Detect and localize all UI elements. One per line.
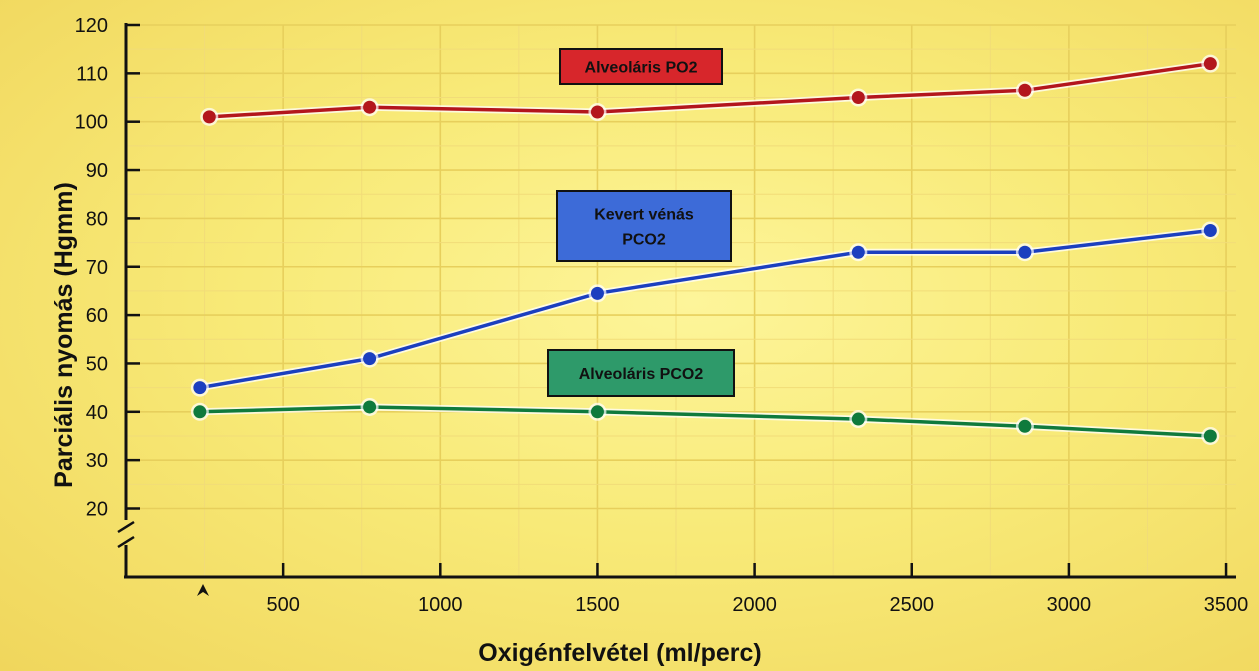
series-labels: Alveoláris PO2 Kevert vénás PCO2 Alveoláris… xyxy=(547,48,735,397)
y-tick-label: 30 xyxy=(86,450,108,472)
data-point-alveolaris-po2 xyxy=(363,100,377,114)
y-axis-title: Parciális nyomás (Hgmm) xyxy=(50,182,78,488)
y-tick-label: 80 xyxy=(86,208,108,230)
series-label-alveolaris-po2: Alveoláris PO2 xyxy=(559,48,723,85)
data-point-alveolaris-pco2 xyxy=(851,412,865,426)
series-line-alveolaris-po2 xyxy=(207,61,1213,119)
x-tick-label: 2500 xyxy=(890,594,935,616)
series-label-box xyxy=(556,190,732,262)
data-point-alveolaris-po2 xyxy=(202,110,216,124)
x-tick-label: 1500 xyxy=(575,594,620,616)
series-label-text: Alveoláris PO2 xyxy=(585,60,698,77)
series-label-text: PCO2 xyxy=(622,232,666,249)
y-tick-label: 60 xyxy=(86,305,108,327)
series-label-kevert-venas-pco2: Kevert vénás PCO2 xyxy=(556,190,732,262)
data-point-alveolaris-po2 xyxy=(851,91,865,105)
data-point-alveolaris-po2 xyxy=(590,105,604,119)
data-point-alveolaris-pco2 xyxy=(590,405,604,419)
y-tick-label: 70 xyxy=(86,257,108,279)
data-point-kevert-venas-pco2 xyxy=(193,381,207,395)
series-label-text: Alveoláris PCO2 xyxy=(579,366,704,383)
data-point-kevert-venas-pco2 xyxy=(1018,245,1032,259)
series-label-alveolaris-pco2: Alveoláris PCO2 xyxy=(547,349,735,397)
data-point-kevert-venas-pco2 xyxy=(1203,223,1217,237)
baseline-marker-icon xyxy=(197,584,209,596)
series-lines xyxy=(190,54,1220,445)
y-tick-label: 100 xyxy=(75,112,108,134)
series-label-box xyxy=(547,349,735,397)
data-point-alveolaris-po2 xyxy=(1018,83,1032,97)
y-tick-label: 40 xyxy=(86,402,108,424)
data-point-kevert-venas-pco2 xyxy=(851,245,865,259)
x-tick-label: 500 xyxy=(266,594,299,616)
series-label-box xyxy=(559,48,723,85)
y-tick-label: 20 xyxy=(86,499,108,521)
x-tick-label: 3000 xyxy=(1047,594,1092,616)
x-axis-title: Oxigénfelvétel (ml/perc) xyxy=(478,639,761,667)
axes: 20 30 40 50 60 70 80 90 100 110 120 500 1000 1500 2000… xyxy=(75,15,1249,616)
x-tick-label: 1000 xyxy=(418,594,463,616)
y-tick-label: 120 xyxy=(75,15,108,37)
x-tick-label: 2000 xyxy=(732,594,777,616)
y-tick-label: 110 xyxy=(76,63,108,85)
data-point-alveolaris-pco2 xyxy=(193,405,207,419)
data-point-alveolaris-po2 xyxy=(1203,57,1217,71)
axis-break-mark xyxy=(117,520,135,549)
series-line-kevert-venas-pco2 xyxy=(198,228,1213,390)
data-point-kevert-venas-pco2 xyxy=(590,286,604,300)
y-tick-label: 90 xyxy=(86,160,108,182)
data-point-kevert-venas-pco2 xyxy=(363,352,377,366)
data-point-alveolaris-pco2 xyxy=(1018,419,1032,433)
y-tick-label: 50 xyxy=(86,353,108,375)
data-point-alveolaris-pco2 xyxy=(363,400,377,414)
series-label-text: Kevert vénás xyxy=(594,207,694,224)
data-point-alveolaris-pco2 xyxy=(1203,429,1217,443)
series-line-alveolaris-pco2 xyxy=(198,405,1213,438)
x-tick-label: 3500 xyxy=(1204,594,1249,616)
